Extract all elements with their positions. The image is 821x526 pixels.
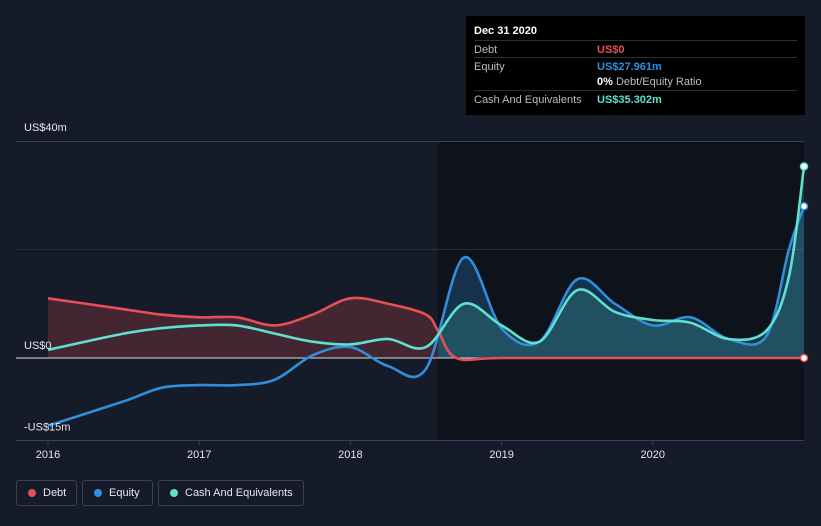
y-tick-label: US$40m bbox=[24, 122, 67, 134]
legend-item-cash[interactable]: Cash And Equivalents bbox=[158, 480, 304, 506]
legend-label-debt: Debt bbox=[43, 487, 67, 499]
y-tick-label: -US$15m bbox=[24, 421, 70, 433]
tooltip-date: Dec 31 2020 bbox=[474, 25, 537, 37]
data-tooltip: Dec 31 2020 Debt US$0 Equity US$27.961m … bbox=[466, 16, 805, 115]
tooltip-debt-label: Debt bbox=[474, 44, 498, 56]
legend-item-equity[interactable]: Equity bbox=[82, 480, 153, 506]
tooltip-equity-value: US$27.961m bbox=[597, 61, 662, 73]
forecast-background bbox=[438, 141, 804, 440]
tooltip-debt-row: Debt US$0 bbox=[474, 40, 797, 58]
debt-legend-dot-icon bbox=[28, 489, 36, 497]
x-tick-label: 2017 bbox=[187, 449, 211, 461]
legend-item-debt[interactable]: Debt bbox=[16, 480, 77, 506]
tooltip-equity-row: Equity US$27.961m bbox=[474, 57, 797, 75]
debt-line bbox=[47, 296, 804, 362]
x-tick-label: 2016 bbox=[36, 449, 60, 461]
cash-area bbox=[438, 166, 804, 358]
equity-area bbox=[438, 206, 804, 358]
cash-end-marker[interactable] bbox=[799, 162, 809, 171]
equity-line bbox=[47, 205, 806, 428]
cash-legend-dot-icon bbox=[170, 489, 178, 497]
legend-label-equity: Equity bbox=[109, 487, 140, 499]
tooltip-ratio-value: 0% bbox=[597, 76, 613, 88]
x-tick-label: 2018 bbox=[338, 449, 362, 461]
cash-line bbox=[47, 166, 806, 352]
tooltip-cash-label: Cash And Equivalents bbox=[474, 94, 582, 106]
y-tick-label: US$0 bbox=[24, 340, 52, 352]
tooltip-equity-label: Equity bbox=[474, 61, 505, 73]
tooltip-cash-row: Cash And Equivalents US$35.302m bbox=[474, 90, 797, 108]
debt-end-marker[interactable] bbox=[799, 353, 809, 363]
x-tick-label: 2020 bbox=[641, 449, 665, 461]
tooltip-ratio-row: 0% Debt/Equity Ratio bbox=[474, 73, 797, 90]
tooltip-ratio: 0% Debt/Equity Ratio bbox=[597, 76, 702, 88]
legend-label-cash: Cash And Equivalents bbox=[185, 487, 293, 499]
equity-legend-dot-icon bbox=[94, 489, 102, 497]
tooltip-ratio-label: Debt/Equity Ratio bbox=[615, 76, 702, 88]
x-tick-label: 2019 bbox=[489, 449, 513, 461]
tooltip-cash-value: US$35.302m bbox=[597, 94, 662, 106]
tooltip-debt-value: US$0 bbox=[597, 44, 625, 56]
equity-end-marker[interactable] bbox=[799, 202, 809, 211]
